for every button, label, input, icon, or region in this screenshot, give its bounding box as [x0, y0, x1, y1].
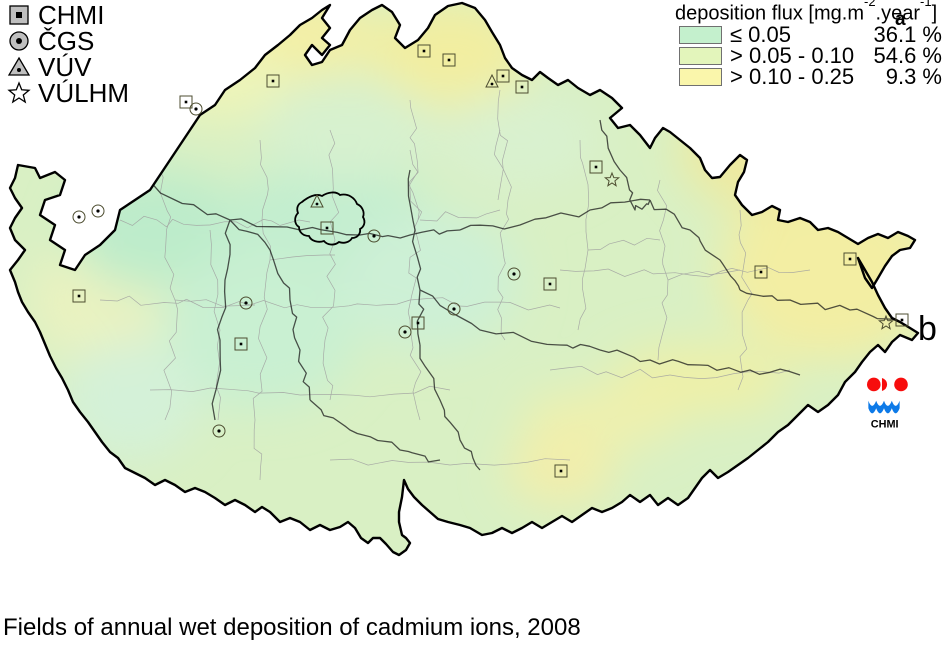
svg-text:CHMI: CHMI — [871, 418, 899, 430]
svg-text:b: b — [918, 310, 937, 348]
